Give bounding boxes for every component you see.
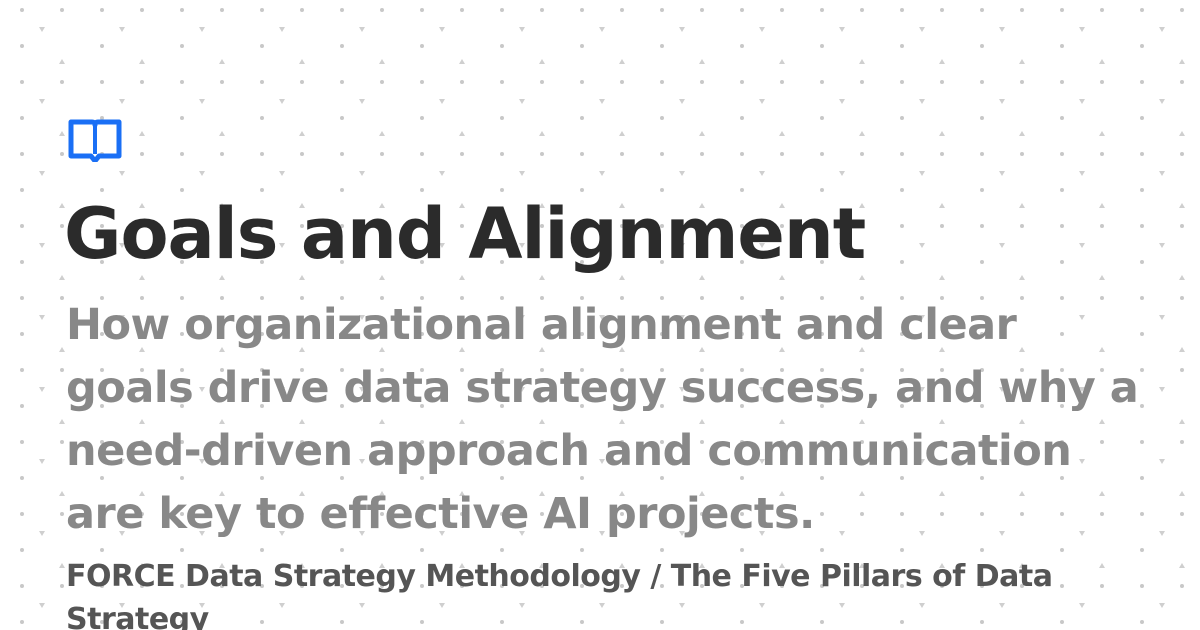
- breadcrumb: FORCE Data Strategy Methodology / The Fi…: [66, 559, 1053, 630]
- page-title: Goals and Alignment: [64, 193, 866, 275]
- page-description: How organizational alignment and clear g…: [66, 300, 1139, 539]
- open-book-icon: [68, 119, 122, 162]
